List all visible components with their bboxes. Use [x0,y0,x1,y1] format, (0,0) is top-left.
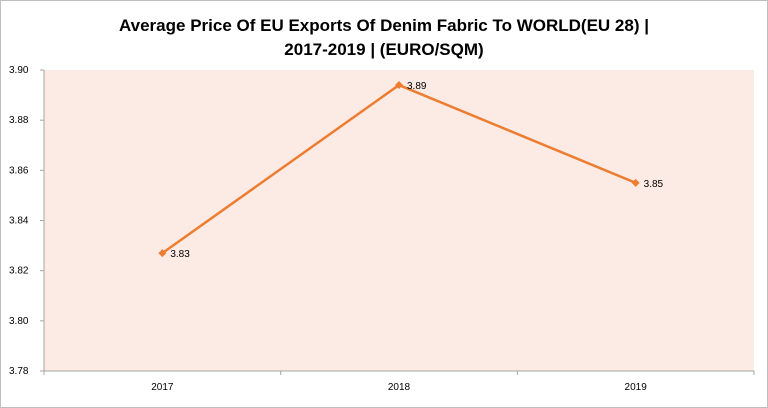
y-tick-label: 3.80 [9,316,29,327]
data-label: 3.83 [170,249,190,260]
data-point-marker [158,249,167,258]
chart-title: Average Price Of EU Exports Of Denim Fab… [0,14,768,62]
data-label: 3.89 [407,81,427,92]
y-tick-label: 3.84 [9,216,29,227]
y-tick-label: 3.82 [9,266,29,277]
y-tick-label: 3.78 [9,366,29,377]
plot-area [44,70,754,371]
chart-title-line-2: 2017-2019 | (EURO/SQM) [284,40,484,59]
x-tick-label: 2017 [151,382,174,393]
x-tick-label: 2018 [388,382,411,393]
data-point-marker [631,178,640,187]
data-label: 3.85 [644,179,664,190]
y-tick-label: 3.86 [9,165,29,176]
data-point-marker [395,81,403,90]
chart-title-line-1: Average Price Of EU Exports Of Denim Fab… [119,16,649,35]
series-layer: 3.83 3.89 3.85 [158,81,664,260]
x-axis-ticks: 2017 2018 2019 [43,371,755,393]
y-tick-label: 3.90 [9,65,29,76]
y-axis-ticks: 3.78 3.80 3.82 3.84 3.86 3.88 3.90 [9,65,44,377]
x-tick-label: 2019 [625,382,648,393]
y-tick-label: 3.88 [9,115,29,126]
